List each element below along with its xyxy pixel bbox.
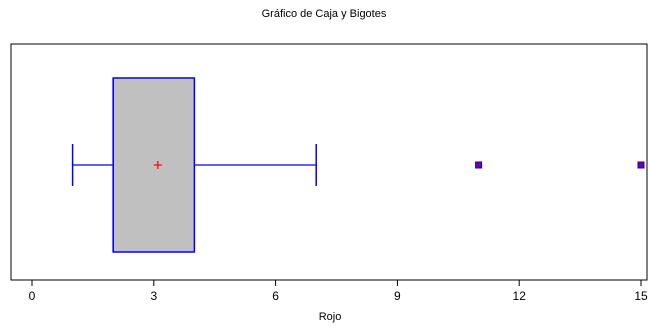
plot-frame [10,43,648,281]
plot-area [71,77,645,253]
x-tick-label: 12 [513,289,527,303]
x-tick-label: 0 [29,289,36,303]
x-tick-label: 3 [150,289,157,303]
outlier-point [475,161,483,169]
x-tick-label: 9 [394,289,401,303]
x-tick-label: 6 [272,289,279,303]
outlier-point [637,161,645,169]
mean-marker [153,161,162,169]
x-tick-label: 15 [634,289,648,303]
x-axis-label: Rojo [319,311,342,323]
chart-title: Gráfico de Caja y Bigotes [262,8,387,20]
x-axis: 0 3 6 9 12 15 [29,280,648,303]
interquartile-box [112,77,196,253]
